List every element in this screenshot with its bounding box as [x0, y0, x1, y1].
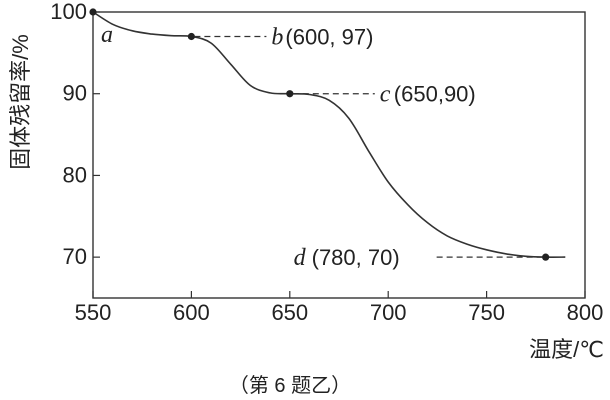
x-tick-label: 700: [370, 300, 407, 325]
series-line: [92, 11, 566, 258]
point-letter-c: c: [380, 82, 391, 108]
y-tick-label: 80: [63, 162, 87, 187]
x-tick-label: 650: [271, 300, 308, 325]
point-letter-d: d: [294, 245, 307, 271]
x-tick-label: 750: [468, 300, 505, 325]
y-tick-label: 100: [50, 0, 87, 24]
point-label-b: (600, 97): [285, 25, 373, 50]
point-label-c: (650,90): [394, 82, 476, 107]
y-tick-label: 90: [63, 81, 87, 106]
plot-area: [92, 11, 586, 299]
point-label-d: (780, 70): [312, 245, 400, 270]
plot-border: [92, 11, 586, 299]
figure-caption: （第 6 题乙）: [229, 374, 351, 397]
point-letter-b: b: [271, 25, 283, 51]
y-axis: 70 80 90 100: [50, 0, 100, 269]
x-tick-label: 600: [173, 300, 210, 325]
point-letter-a: a: [101, 22, 113, 48]
point-marker-b: [187, 32, 195, 41]
series-layer: [92, 11, 566, 258]
point-marker-a: [89, 8, 97, 16]
y-tick-label: 70: [63, 244, 87, 269]
x-axis-title: 温度/℃: [529, 337, 604, 362]
x-tick-label: 550: [75, 300, 112, 325]
point-marker-c: [286, 90, 294, 98]
x-tick-label: 800: [567, 300, 604, 325]
annotation-layer: a b (600, 97) c (650,90) d (780, 70): [89, 8, 550, 271]
x-axis: 550 600 650 700 750 800: [75, 291, 604, 325]
y-axis-title: 固体残留率/%: [8, 34, 33, 170]
point-marker-d: [542, 253, 550, 261]
